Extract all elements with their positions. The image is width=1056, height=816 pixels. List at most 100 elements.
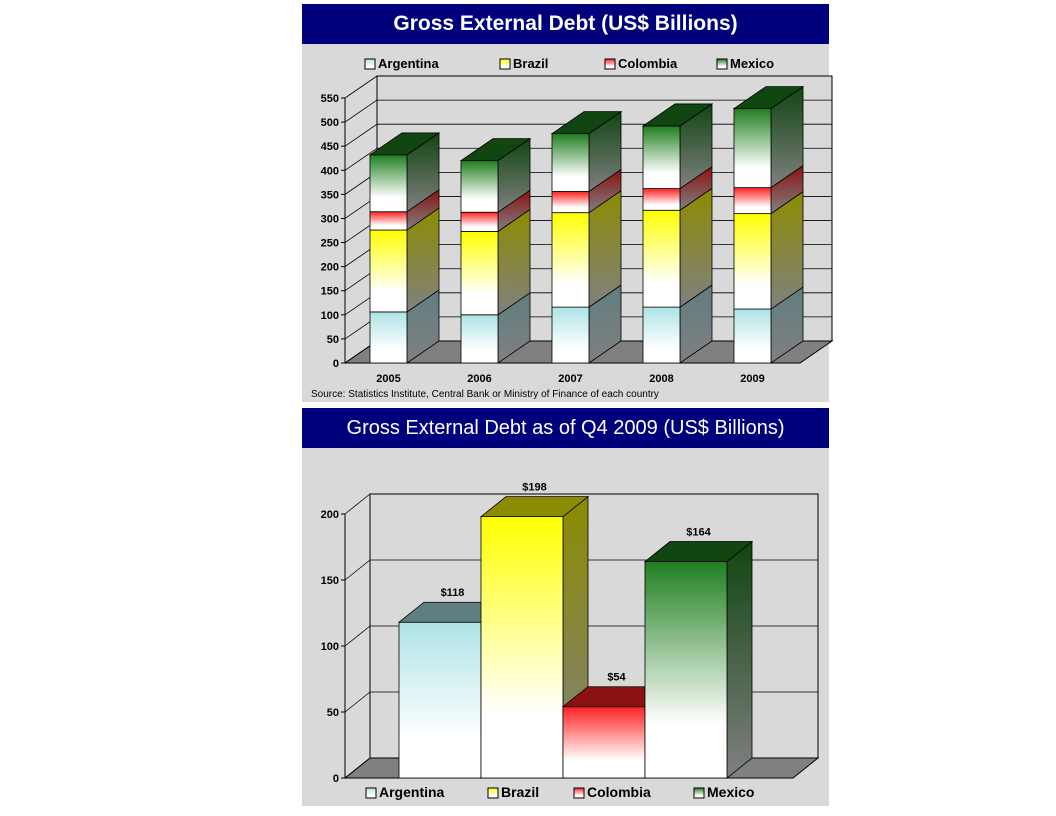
chart1-gridline-side-9 <box>344 123 378 147</box>
chart2-gridline-side-3 <box>344 559 371 581</box>
chart2-legend-swatch-3 <box>693 787 705 799</box>
chart1-ytick-label-2: 100 <box>321 310 339 322</box>
chart1-bar-2008-colombia-front <box>642 188 681 211</box>
chart2-bar-argentina-front <box>398 621 482 779</box>
chart1-bar-2006-mexico <box>460 137 531 213</box>
chart2-bar-mexico-front <box>644 561 728 779</box>
chart1-ytick-label-8: 400 <box>321 165 339 177</box>
chart2-bar-mexico <box>644 540 753 779</box>
chart2-legend-item-0: Argentina <box>365 784 445 800</box>
chart1-bar-top-2006 <box>459 138 532 162</box>
chart2-legend-item-2: Colombia <box>573 784 651 800</box>
chart2-data-label-1: $198 <box>522 482 546 494</box>
chart2-gridline-side-4 <box>344 493 371 515</box>
chart1-bar-2007-brazil-front <box>551 212 590 308</box>
chart1-ytick-label-7: 350 <box>321 189 339 201</box>
chart1-bar-2008-argentina <box>642 284 713 364</box>
chart2-legend-swatch-0 <box>365 787 377 799</box>
chart1-bar-2005-argentina <box>369 289 440 364</box>
chart1-bar-2006-brazil-front <box>460 231 499 316</box>
chart2-legend-swatch-1 <box>487 787 499 799</box>
chart1-bar-2005-brazil <box>369 207 440 313</box>
chart1-legend-label-3: Mexico <box>730 56 774 71</box>
chart1-bar-top-2008 <box>641 103 714 127</box>
chart1-ytick-label-5: 250 <box>321 238 339 250</box>
chart1-xtick-label-3: 2008 <box>649 373 673 385</box>
chart1-bar-2009-mexico <box>733 85 804 189</box>
chart1-legend-label-2: Colombia <box>618 56 678 71</box>
chart1-bar-2008-mexico <box>642 103 713 190</box>
chart1-bar-2006-colombia-front <box>460 211 499 232</box>
chart1-xtick-label-1: 2006 <box>467 373 491 385</box>
chart1-legend-swatch-0 <box>364 58 376 70</box>
chart1-bar-2005-argentina-front <box>369 311 408 364</box>
chart2-ytick-label-1: 50 <box>327 707 339 719</box>
chart1-legend-item-3: Mexico <box>716 56 774 71</box>
chart2-legend-label-2: Colombia <box>587 784 651 800</box>
chart1-legend-item-1: Brazil <box>499 56 548 71</box>
chart2-ytick-label-4: 200 <box>321 509 339 521</box>
chart1-legend-swatch-3 <box>716 58 728 70</box>
chart1-bar-2008-brazil-front <box>642 209 681 308</box>
chart1-bar-2006-argentina-front <box>460 314 499 364</box>
chart1-bar-2009-brazil <box>733 190 804 310</box>
chart1-bar-top-2009 <box>732 86 805 109</box>
chart1-ytick-label-0: 0 <box>333 358 339 370</box>
chart1-legend-label-1: Brazil <box>513 56 548 71</box>
chart1-bar-2005-brazil-front <box>369 229 408 313</box>
chart1-bar-2007-mexico-front <box>551 133 590 192</box>
chart1-bar-2009-argentina <box>733 286 804 364</box>
chart1-ytick-label-11: 550 <box>321 93 339 105</box>
chart1-bar-2006-mexico-front <box>460 160 499 213</box>
chart1-gridline-side-10 <box>344 99 378 123</box>
chart1-legend-item-0: Argentina <box>364 56 439 71</box>
chart2-data-label-2: $54 <box>607 672 626 684</box>
chart1-bar-2009-brazil-front <box>733 213 772 310</box>
chart2-legend-item-1: Brazil <box>487 784 539 800</box>
chart1-bar-2009-argentina-front <box>733 308 772 364</box>
chart1-bar-2008-argentina-front <box>642 306 681 364</box>
chart2-bar-mexico-side <box>726 540 753 779</box>
chart1-legend-swatch-1 <box>499 58 511 70</box>
chart1-bar-2009-mexico-front <box>733 108 772 189</box>
chart1-ytick-label-4: 200 <box>321 262 339 274</box>
chart2-bar-colombia-front <box>562 706 646 779</box>
chart1-bar-top-2005 <box>368 132 441 156</box>
chart1-bar-2005-mexico-front <box>369 154 408 213</box>
chart1-bar-2006-argentina <box>460 292 531 364</box>
chart1-ytick-label-10: 500 <box>321 117 339 129</box>
chart1-ytick-label-9: 450 <box>321 141 339 153</box>
chart1-bar-2007-argentina <box>551 284 622 364</box>
chart2-gridline-side-2 <box>344 625 371 647</box>
chart2-gridline-side-0 <box>344 757 371 779</box>
chart1-bar-top-2007 <box>550 111 623 135</box>
chart1-ytick-label-1: 50 <box>327 334 339 346</box>
chart2-gridline-side-1 <box>344 691 371 713</box>
chart1-xtick-label-2: 2007 <box>558 373 582 385</box>
chart1-gridline-side-8 <box>344 147 378 171</box>
chart1-bar-2006-brazil <box>460 208 531 316</box>
chart2-legend-label-1: Brazil <box>501 784 539 800</box>
chart1-legend-swatch-2 <box>604 58 616 70</box>
chart1-title: Gross External Debt (US$ Billions) <box>302 4 829 44</box>
chart1-bar-2009-colombia-front <box>733 187 772 215</box>
chart2-legend-label-3: Mexico <box>707 784 754 800</box>
chart1-bar-2005-colombia-front <box>369 211 408 231</box>
chart1-xtick-label-4: 2009 <box>740 373 764 385</box>
chart2-bar-brazil-front <box>480 516 564 779</box>
chart1-xtick-label-0: 2005 <box>376 373 400 385</box>
chart1-bar-2005-mexico <box>369 132 440 213</box>
chart2-data-label-0: $118 <box>441 587 465 599</box>
chart2-ytick-label-2: 100 <box>321 641 339 653</box>
chart2-data-label-3: $164 <box>686 527 711 539</box>
chart1-bar-2007-brazil <box>551 189 622 308</box>
chart1-legend-label-0: Argentina <box>378 56 439 71</box>
chart1-ytick-label-6: 300 <box>321 213 339 225</box>
chart2-ytick-label-3: 150 <box>321 575 339 587</box>
chart2-legend-swatch-2 <box>573 787 585 799</box>
chart1-bar-2008-mexico-front <box>642 125 681 189</box>
chart1-bar-2007-colombia-front <box>551 191 590 214</box>
chart2-bar-top-brazil <box>479 496 590 518</box>
chart1-ytick-label-3: 150 <box>321 286 339 298</box>
